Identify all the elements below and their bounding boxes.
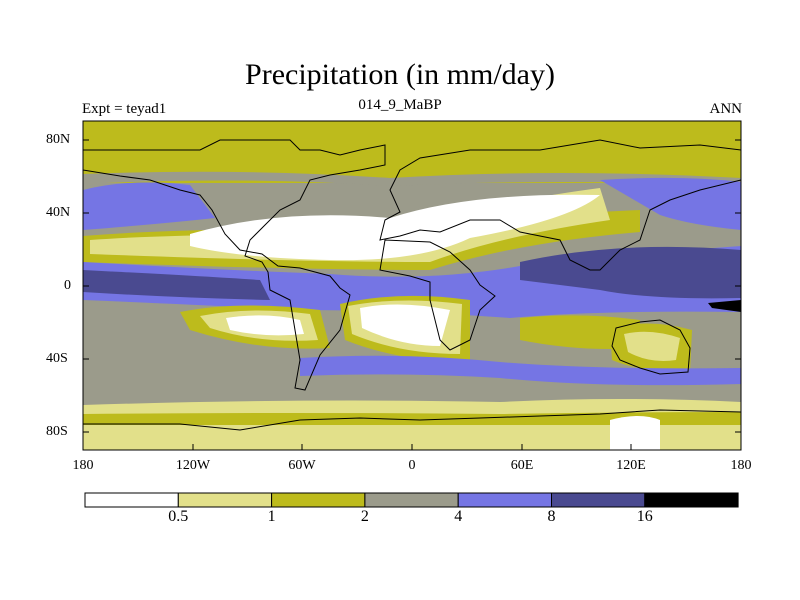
lat-tick: 0 (64, 278, 71, 293)
lat-tick: 40S (46, 351, 68, 366)
lon-tick: 180 (730, 458, 752, 473)
sw-pacific-max (708, 300, 741, 312)
e-pacific-itcz-core (83, 270, 270, 300)
lon-tick: 120E (616, 458, 646, 473)
season-label: ANN (709, 101, 743, 117)
antarctica-outline (83, 409, 741, 431)
s-atlantic-desert (360, 304, 450, 346)
colorbar-label: 4 (454, 508, 463, 525)
s-storm-track (300, 355, 741, 386)
lon-tick: 0 (408, 458, 416, 473)
midlat-grey-band (83, 171, 741, 186)
colorbar-swatch (364, 492, 459, 508)
n-pacific-storm-track (83, 182, 215, 230)
lon-tick: 60E (510, 458, 534, 473)
tick-marks (83, 139, 741, 450)
colorbar-swatch (457, 492, 553, 508)
americas-outline (83, 139, 386, 391)
colorbar-swatch (644, 492, 739, 508)
lat-tick: 80N (46, 132, 71, 147)
colorbar-swatch (177, 492, 273, 508)
precip-field (83, 121, 741, 450)
australia-outline (611, 319, 691, 375)
colorbar-label: 2 (360, 508, 369, 525)
colorbar-label: 16 (636, 508, 653, 525)
antarctic-desert (610, 416, 660, 450)
lon-tick: 180 (72, 458, 94, 473)
coastlines (83, 139, 741, 431)
lon-tick: 120W (175, 458, 211, 473)
map-title: Precipitation (in mm/day) (245, 58, 555, 91)
s-indian-dry (520, 315, 640, 349)
nw-pacific-storm-track (600, 177, 741, 230)
lat-tick: 80S (46, 424, 68, 439)
colorbar-swatch (271, 492, 366, 508)
period-label: 014_9_MaBP (358, 97, 442, 113)
sahara-arabia-desert (190, 194, 600, 261)
australia-light (624, 331, 680, 361)
colorbar-swatch (551, 492, 646, 508)
s-highlat-band (83, 399, 741, 414)
lon-tick: 60W (288, 458, 316, 473)
colorbar (84, 492, 739, 508)
se-pacific-desert (226, 315, 304, 336)
colorbar-swatch (84, 492, 179, 508)
colorbar-label: 8 (547, 508, 556, 525)
lat-tick: 40N (46, 205, 71, 220)
africa-outline (379, 239, 496, 351)
eurasia-outline (379, 139, 741, 271)
colorbar-label: 0.5 (168, 508, 189, 525)
colorbar-label: 1 (267, 508, 276, 525)
maritime-continent-core (520, 246, 741, 299)
experiment-label: Expt = teyad1 (82, 101, 167, 117)
